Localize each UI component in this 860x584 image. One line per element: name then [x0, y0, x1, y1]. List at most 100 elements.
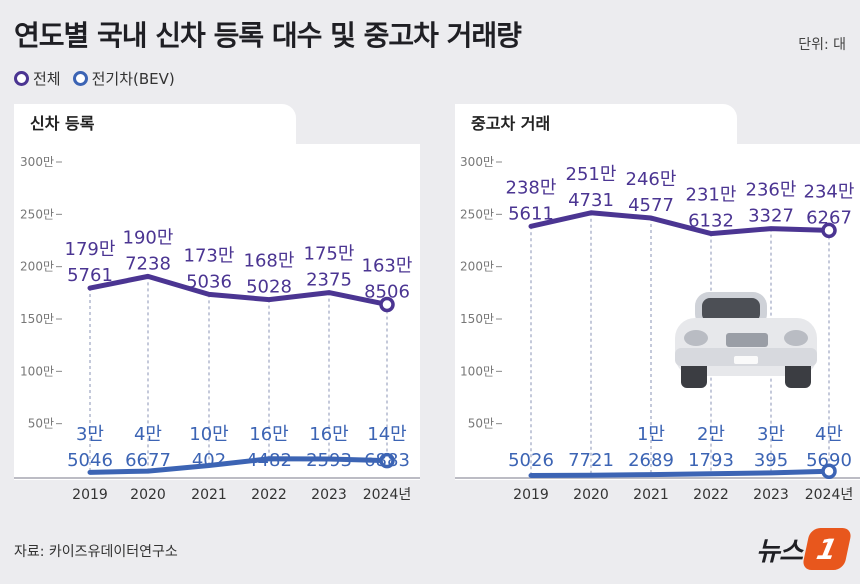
data-label-top: 16만: [249, 424, 288, 445]
y-tick-label: 200만: [20, 260, 54, 274]
data-label-top: 190만: [123, 227, 174, 248]
data-label-bottom: 5046: [67, 450, 113, 471]
data-label-top: 175만: [304, 244, 355, 265]
data-label-bottom: 4577: [628, 195, 674, 216]
source-note: 자료: 카이즈유데이터연구소: [14, 544, 178, 560]
car-headlight-left: [684, 330, 708, 346]
car-wheel-right: [785, 360, 811, 388]
data-label-top: 236만: [746, 180, 797, 201]
data-label-top: 2만: [697, 424, 725, 445]
data-label-bottom: 2593: [306, 450, 352, 471]
data-label-bottom: 2689: [628, 450, 674, 471]
data-label-bottom: 6677: [125, 450, 171, 471]
x-tick-label: 2023: [753, 487, 789, 503]
y-tick-label: 50만: [28, 417, 54, 431]
data-label-bottom: 402: [192, 450, 226, 471]
page-title: 연도별 국내 신차 등록 대수 및 중고차 거래량: [14, 19, 522, 52]
data-label-top: 16만: [309, 424, 348, 445]
data-label-bottom: 8506: [364, 282, 410, 303]
data-label-top: 3만: [76, 424, 104, 445]
data-label-bottom: 6132: [688, 211, 734, 232]
data-label-top: 179만: [65, 239, 116, 260]
legend: 전체 전기차(BEV): [14, 68, 175, 89]
series-end-marker-ev: [379, 452, 395, 469]
data-label-top: 251만: [566, 164, 617, 185]
y-tick-label: 50만: [468, 417, 494, 431]
x-tick-label: 2020: [130, 487, 166, 503]
panel-bg: [455, 144, 860, 480]
car-wheel-left: [681, 360, 707, 388]
data-label-bottom: 5761: [67, 265, 113, 286]
car-headlight-right: [784, 330, 808, 346]
series-line-ev: [528, 468, 832, 478]
logo-text: 뉴스: [756, 536, 803, 567]
data-label-top: 4만: [815, 424, 843, 445]
panel-title-new-cars: 신차 등록: [14, 104, 296, 144]
series-end-marker-total: [821, 222, 837, 239]
panel-bg: [14, 144, 420, 480]
y-tick-label: 300만: [20, 155, 54, 169]
data-label-bottom: 5028: [246, 277, 292, 298]
data-label-bottom: 4731: [568, 190, 614, 211]
data-label-bottom: 2375: [306, 270, 352, 291]
x-tick-label: 2021: [191, 487, 227, 503]
legend-marker-ev: [72, 71, 88, 86]
data-label-top: 163만: [362, 256, 413, 277]
data-label-top: 168만: [244, 251, 295, 272]
data-label-bottom: 7238: [125, 253, 171, 274]
series-end-marker-total: [379, 296, 395, 313]
data-label-bottom: 5690: [806, 450, 852, 471]
y-tick-label: 100만: [20, 364, 54, 378]
data-label-bottom: 3327: [748, 206, 794, 227]
series-line-ev: [87, 456, 390, 475]
data-label-bottom: 7721: [568, 450, 614, 471]
x-tick-label: 2024년: [805, 487, 854, 503]
news1-logo: 뉴스 1: [756, 528, 853, 570]
data-label-bottom: 1793: [688, 450, 734, 471]
panel-title-used-cars: 중고차 거래: [455, 104, 737, 144]
x-tick-label: 2022: [251, 487, 287, 503]
data-label-bottom: 6883: [364, 450, 410, 471]
car-plate: [734, 356, 758, 364]
y-tick-label: 250만: [20, 207, 54, 221]
data-label-top: 173만: [184, 245, 235, 266]
legend-label-total: 전체: [33, 70, 61, 88]
legend-label-ev: 전기차(BEV): [91, 70, 175, 88]
data-label-top: 10만: [189, 424, 228, 445]
y-tick-label: 300만: [460, 155, 494, 169]
legend-marker-total: [14, 71, 29, 86]
x-tick-label: 2022: [693, 487, 729, 503]
y-tick-label: 150만: [460, 312, 494, 326]
data-label-top: 231만: [686, 185, 737, 206]
data-label-top: 4만: [134, 424, 162, 445]
data-label-top: 246만: [626, 169, 677, 190]
car-grille: [726, 333, 768, 347]
data-label-bottom: 395: [754, 450, 788, 471]
car-icon: [675, 292, 817, 388]
x-tick-label: 2019: [72, 487, 108, 503]
data-label-bottom: 5026: [508, 450, 554, 471]
car-windshield: [702, 298, 760, 322]
data-label-bottom: 5036: [186, 271, 232, 292]
data-label-bottom: 4482: [246, 450, 292, 471]
data-label-top: 1만: [637, 424, 665, 445]
y-tick-label: 100만: [460, 364, 494, 378]
data-label-top: 234만: [804, 181, 855, 202]
data-label-top: 14만: [367, 424, 406, 445]
series-end-marker-ev: [821, 463, 837, 479]
series-line-total: [528, 210, 832, 237]
legend-item-total: 전체: [14, 68, 61, 89]
data-label-top: 3만: [757, 424, 785, 445]
data-label-bottom: 6267: [806, 207, 852, 228]
x-tick-label: 2020: [573, 487, 609, 503]
y-tick-label: 200만: [460, 260, 494, 274]
legend-item-ev: 전기차(BEV): [72, 68, 175, 89]
unit-label: 단위: 대: [798, 37, 846, 53]
x-tick-label: 2021: [633, 487, 669, 503]
x-tick-label: 2023: [311, 487, 347, 503]
x-tick-label: 2024년: [363, 487, 412, 503]
y-tick-label: 250만: [460, 207, 494, 221]
logo-mark: 1: [801, 528, 853, 570]
series-line-total: [87, 273, 390, 308]
